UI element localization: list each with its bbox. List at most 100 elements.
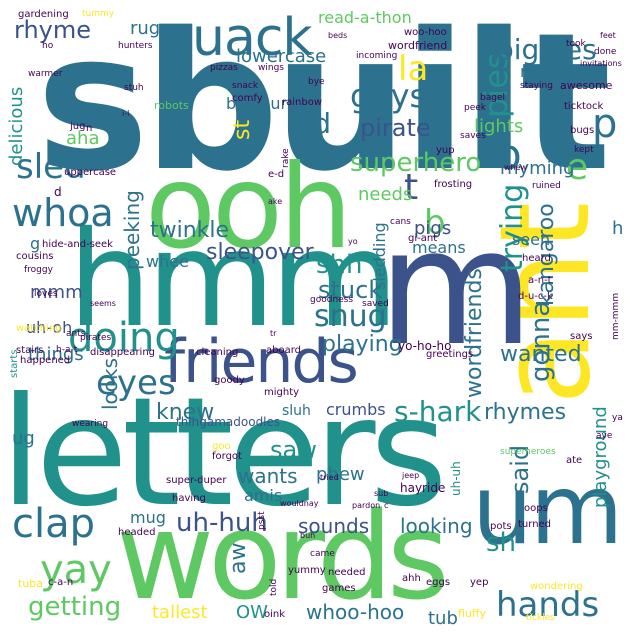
word-sledding: sledding <box>370 222 389 290</box>
word-goo: goo <box>212 441 231 452</box>
word-froggy: froggy <box>24 265 53 275</box>
word-m: m <box>378 194 534 381</box>
word-delicious: delicious <box>6 86 27 166</box>
word-pigs: pigs <box>414 218 452 239</box>
word-aha: aha <box>66 128 100 149</box>
word-tickles: tickles <box>526 613 555 623</box>
word-wings: wings <box>258 63 284 73</box>
word-took: took <box>566 39 586 49</box>
word-c-a-n: c-a-n <box>48 577 74 588</box>
word-ruined: ruined <box>532 181 561 191</box>
word-e: e <box>566 147 589 188</box>
word-tried: tried <box>320 473 339 482</box>
word-sluh: sluh <box>282 403 311 419</box>
word-OW: OW <box>236 602 268 623</box>
word-clap: clap <box>12 501 96 547</box>
word-hands: hands <box>496 585 600 625</box>
word-friends: friends <box>164 327 359 397</box>
word-wants: wants <box>238 464 298 488</box>
word-sub: sub <box>374 489 389 498</box>
word-kept: kept <box>574 145 594 155</box>
word-pots: pots <box>490 521 512 532</box>
word-sounds: sounds <box>298 514 370 538</box>
word-lowercase: lowercase <box>236 46 327 67</box>
word-e-d: e-d <box>268 169 285 180</box>
word-thingamadoodles: thingamadoodles <box>176 415 281 429</box>
word-pirates: pirates <box>80 333 112 343</box>
word-runaway: runaway <box>520 62 590 81</box>
word-tub: tub <box>428 608 458 629</box>
word-d-u-c-k: d-u-c-k <box>518 291 553 302</box>
word-yo: yo <box>348 237 358 246</box>
word-heard: heard <box>522 253 551 264</box>
word-ahh: ahh <box>402 573 421 584</box>
word-shh: shh <box>316 250 363 280</box>
word-awesome: awesome <box>560 79 613 92</box>
word-pizzas: pizzas <box>210 63 238 73</box>
word-rhyme: rhyme <box>14 16 92 44</box>
word-incoming: incoming <box>356 51 398 61</box>
word-bye: bye <box>308 77 325 87</box>
word-ed: ed <box>296 107 331 140</box>
word-hmm: hmm <box>68 203 399 357</box>
word-h-a-t: h-a-t <box>56 345 78 355</box>
word-hide-and-seek: hide-and-seek <box>42 239 113 250</box>
word-tuba: tuba <box>18 577 44 590</box>
word-gardening: gardening <box>18 9 69 20</box>
word-h: h <box>612 218 624 239</box>
word-sh: sh <box>486 528 517 558</box>
word-stuck: stuck <box>318 276 383 304</box>
word-rainbow: rainbow <box>282 97 322 108</box>
word-playground: playground <box>590 406 611 508</box>
word-sbuilt: sbuilt <box>36 0 611 213</box>
word-buh: buh <box>300 531 316 540</box>
word-uh-uh: uh-uh <box>449 461 463 496</box>
word-jug: jug <box>70 121 86 132</box>
word-lights: lights <box>474 116 524 137</box>
word-superhero: superhero <box>350 148 482 178</box>
word-things: things <box>28 344 84 365</box>
word-mighty: mighty <box>264 387 300 398</box>
word-d: d <box>54 185 62 199</box>
word-phew: phew <box>316 464 365 485</box>
word-happened: happened <box>20 355 71 366</box>
word-wondering: wondering <box>530 581 583 592</box>
word-came: came <box>310 549 335 559</box>
word-ug: ug <box>12 428 35 449</box>
word-saved: saved <box>362 299 389 309</box>
word-whee: whee <box>146 252 189 271</box>
word-forgot: forgot <box>212 451 242 462</box>
word-warmer: warmer <box>28 69 63 79</box>
word-g: g <box>30 234 41 253</box>
word-b: b <box>424 203 446 243</box>
word-comfy: comfy <box>232 93 263 104</box>
word-playing: playing <box>322 332 403 357</box>
word-ake: ake <box>268 197 283 206</box>
word-ants: ants <box>66 329 86 339</box>
word-hunters: hunters <box>118 41 153 51</box>
word-woo-hoo: woo-hoo <box>404 27 447 38</box>
word-wordfriend: wordfriend <box>388 39 448 52</box>
word-read-a-thon: read-a-thon <box>318 8 412 27</box>
word-wouldnay: wouldnay <box>280 499 319 508</box>
word-cans: cans <box>390 217 411 227</box>
word-sled: sled <box>16 147 86 187</box>
word-peek: peek <box>464 103 486 113</box>
word-yo-ho-ho: yo-ho-ho <box>398 339 452 353</box>
word-wanted: wanted <box>500 342 582 367</box>
word-s-hark: s-hark <box>394 395 482 428</box>
word-having: having <box>172 493 206 504</box>
word-aboard: aboard <box>266 345 302 356</box>
word-rhymes: rhymes <box>484 400 567 425</box>
word-robots: robots <box>154 99 189 112</box>
word-bonjour: bonjour <box>226 94 288 113</box>
word-knew: knew <box>156 400 215 425</box>
word-done: done <box>594 47 617 57</box>
word-hayride: hayride <box>400 481 446 495</box>
word-whoa: whoa <box>12 191 114 235</box>
word-wordfriends: wordfriends <box>462 268 487 398</box>
word-psst: psst <box>257 511 267 530</box>
word-seems: seems <box>90 299 116 308</box>
word-getting: getting <box>28 592 122 622</box>
